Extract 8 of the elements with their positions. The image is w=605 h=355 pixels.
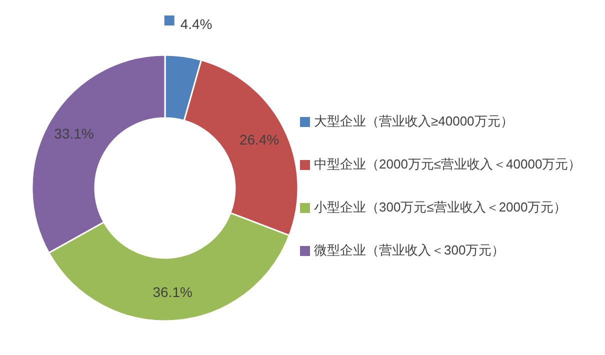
data-label: 4.4% bbox=[180, 16, 212, 32]
legend-label: 大型企业（营业收入≥40000万元） bbox=[314, 113, 514, 128]
data-label: 33.1% bbox=[54, 125, 94, 142]
legend-label: 中型企业（2000万元≤营业收入＜40000万元） bbox=[314, 156, 582, 172]
data-label: 36.1% bbox=[152, 284, 192, 300]
legend-label: 微型企业（营业收入＜300万元） bbox=[314, 242, 505, 258]
data-label: 26.4% bbox=[239, 131, 280, 148]
legend-label: 小型企业（300万元≤营业收入＜2000万元） bbox=[314, 199, 567, 214]
